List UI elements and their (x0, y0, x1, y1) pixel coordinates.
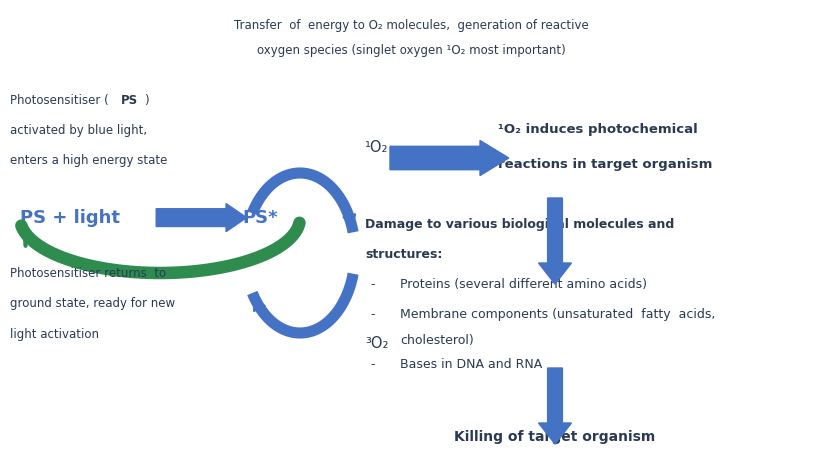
Text: cholesterol): cholesterol) (400, 334, 473, 347)
FancyArrow shape (390, 140, 509, 176)
Text: Proteins (several different amino acids): Proteins (several different amino acids) (400, 278, 647, 291)
Text: ): ) (144, 94, 149, 107)
Text: oxygen species (singlet oxygen ¹O₂ most important): oxygen species (singlet oxygen ¹O₂ most … (256, 44, 566, 58)
Text: ¹O₂: ¹O₂ (365, 140, 389, 155)
Text: PS*: PS* (242, 209, 278, 227)
FancyArrow shape (538, 368, 571, 444)
Text: light activation: light activation (10, 328, 99, 341)
Text: enters a high energy state: enters a high energy state (10, 154, 167, 168)
Text: activated by blue light,: activated by blue light, (10, 124, 147, 137)
Text: PS + light: PS + light (20, 209, 120, 227)
Text: Bases in DNA and RNA: Bases in DNA and RNA (400, 358, 543, 371)
Text: Photosensitiser returns  to: Photosensitiser returns to (10, 267, 166, 280)
Text: -: - (370, 358, 375, 371)
Text: ¹O₂ induces photochemical: ¹O₂ induces photochemical (498, 123, 698, 136)
FancyArrow shape (156, 204, 247, 232)
Text: Membrane components (unsaturated  fatty  acids,: Membrane components (unsaturated fatty a… (400, 308, 715, 322)
Text: Killing of target organism: Killing of target organism (455, 430, 656, 444)
Text: ³O₂: ³O₂ (365, 336, 389, 351)
Text: Damage to various biological molecules and: Damage to various biological molecules a… (365, 218, 674, 231)
Text: PS: PS (121, 94, 138, 107)
Text: -: - (370, 308, 375, 322)
Text: Photosensitiser (: Photosensitiser ( (10, 94, 109, 107)
Text: structures:: structures: (365, 249, 442, 262)
FancyArrow shape (538, 198, 571, 284)
Text: Transfer  of  energy to O₂ molecules,  generation of reactive: Transfer of energy to O₂ molecules, gene… (233, 19, 589, 32)
Text: ground state, ready for new: ground state, ready for new (10, 297, 175, 310)
Text: reactions in target organism: reactions in target organism (498, 158, 713, 171)
Text: -: - (370, 278, 375, 291)
